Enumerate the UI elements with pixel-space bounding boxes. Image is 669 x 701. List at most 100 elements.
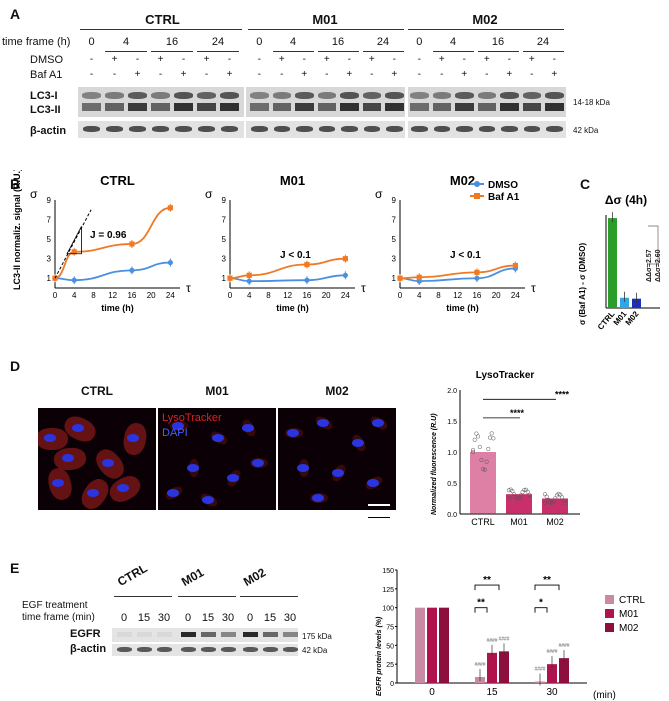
b-point: [246, 278, 252, 284]
stain-dapi: DAPI: [162, 427, 188, 439]
lc3-blot-m02: [408, 87, 566, 117]
b-ytick: 3: [222, 255, 227, 264]
legend-baf-label: Baf A1: [488, 192, 520, 203]
d-point: [559, 495, 565, 500]
c-ylabel: σ (Baf A1) - σ (DMSO): [578, 242, 587, 325]
time-underline: [432, 51, 474, 52]
lc3-ii-band: [220, 103, 239, 111]
actin-band: [341, 126, 358, 132]
ctrl-underline: [80, 29, 242, 30]
actin-band: [296, 126, 313, 132]
b-point: [129, 267, 135, 273]
actin-label-e: β-actin: [70, 643, 107, 655]
b-ytick: 1: [222, 274, 227, 283]
b-ytick: 1: [47, 274, 52, 283]
e-legend-m01-swatch: [605, 609, 614, 618]
e-ylabel: EGFR protein levels (%): [376, 616, 383, 696]
e-hash: ####: [534, 666, 545, 672]
e-category: 0: [429, 687, 435, 698]
b-xtick: 20: [322, 291, 331, 300]
legend-baf-marker: [474, 193, 480, 199]
baf-sign: -: [485, 69, 489, 80]
b-slope-line: [54, 209, 92, 279]
baf-sign: +: [134, 69, 141, 80]
b-xtick: 12: [453, 291, 462, 300]
panel-label-a: A: [10, 6, 21, 22]
b-point: [71, 277, 77, 283]
b-xlabel: time (h): [276, 303, 309, 313]
e-sig-bracket: [474, 607, 488, 613]
panel-c-chart: Δσ (4h) σ (Baf A1) - σ (DMSO) ΔΔσ=2.57 Δ…: [578, 193, 662, 332]
lc3-i-band: [545, 92, 564, 99]
b-xtick: 24: [341, 291, 350, 300]
baf-sign: +: [180, 69, 187, 80]
egfr-band: [221, 632, 236, 637]
lc3-i-band: [105, 92, 124, 99]
dmso-sign: -: [135, 54, 140, 65]
e-time-label: 0: [246, 612, 254, 624]
d-ytick: 1.0: [447, 450, 457, 457]
lc3-ii-band: [272, 103, 291, 111]
d-point: [476, 434, 481, 439]
b-ylabel: LC3-II normaliz. signal (R.U.): [12, 170, 22, 290]
dmso-row-label: DMSO: [30, 54, 63, 66]
baf-sign: +: [461, 69, 468, 80]
time-label: 16: [491, 36, 505, 48]
b-ytick: 3: [47, 255, 52, 264]
d-ytick: 1.5: [447, 419, 457, 426]
actin-band: [152, 126, 169, 132]
e-time-label: 0: [120, 612, 128, 624]
baf-sign: -: [204, 69, 209, 80]
lc3-ii-band: [128, 103, 147, 111]
d-point: [512, 492, 517, 497]
e-legend-m01: M01: [619, 609, 639, 620]
b-tau: τ: [361, 281, 366, 295]
lc3-ii-band: [197, 103, 216, 111]
b-point: [227, 275, 233, 281]
b-xtick: 16: [472, 291, 481, 300]
d-bar: [506, 494, 532, 514]
b-xtick: 8: [266, 291, 271, 300]
actin-band: [523, 126, 540, 132]
lc3-ii-band: [151, 103, 170, 111]
b-point: [304, 261, 310, 268]
group-m01-header: M01: [312, 12, 338, 27]
e-treatment-label: EGF treatment: [22, 600, 88, 611]
e-legend-m02: M02: [619, 623, 639, 634]
time-label: 24: [376, 36, 390, 48]
e-time-label: 30: [157, 612, 171, 624]
egfr-band: [137, 632, 152, 637]
b-point: [71, 249, 77, 255]
micro-m02-title: M02: [325, 384, 349, 398]
dmso-sign: -: [417, 54, 421, 65]
dmso-sign: +: [111, 54, 118, 65]
lc3-i-label: LC3-I: [30, 90, 58, 102]
nucleus: [172, 422, 184, 430]
e-hash: ####: [474, 662, 485, 668]
b-xtick: 0: [228, 291, 233, 300]
nucleus: [372, 419, 384, 427]
b-point: [304, 277, 310, 283]
baf-sign: -: [417, 69, 421, 80]
d-point: [486, 446, 491, 451]
baf-sign: +: [391, 69, 398, 80]
d-point: [553, 496, 558, 501]
b-ytick: 9: [392, 196, 397, 205]
e-ytick: 125: [382, 587, 394, 594]
b-ytick: 7: [222, 216, 227, 225]
dmso-sign: +: [438, 54, 445, 65]
actin-band: [456, 126, 473, 132]
b-point: [52, 275, 58, 281]
d-point: [563, 500, 568, 505]
panel-b-charts: LC3-II normaliz. signal (R.U.) CTRL σ τ 1 3 5…: [12, 170, 536, 313]
e-bar: [487, 652, 497, 683]
nucleus: [297, 464, 309, 472]
b-xtick: 16: [127, 291, 136, 300]
nucleus: [167, 489, 179, 497]
dmso-sign: -: [257, 54, 261, 65]
b-point: [246, 272, 252, 278]
d-point: [472, 437, 477, 442]
e-unit: (min): [593, 690, 616, 701]
e-ytick: 100: [382, 606, 394, 613]
d-ylabel: Normalized fluorescence (R.U): [431, 413, 438, 515]
